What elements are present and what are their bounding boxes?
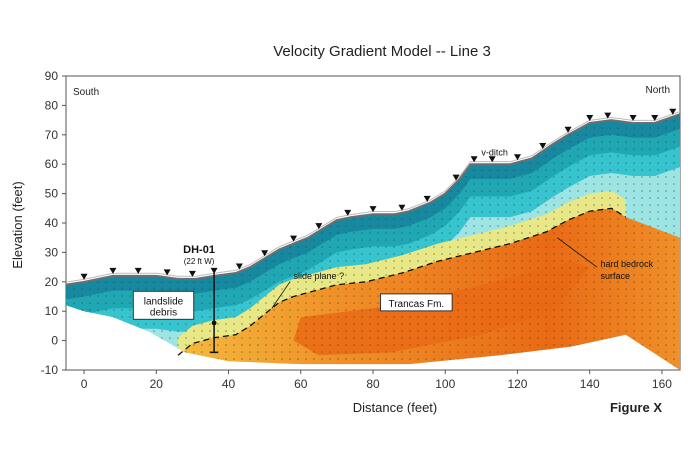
direction-label-south: South [73, 87, 99, 98]
geophone-marker [513, 154, 521, 161]
geophone-marker [669, 108, 677, 115]
y-tick-label: 10 [45, 304, 59, 318]
overlay-layer: DH-01(22 ft W) v-ditch slide plane ? hard b… [66, 108, 680, 356]
geophone-marker [398, 204, 406, 211]
unit-label-text: landslide [144, 296, 184, 307]
borehole-label: DH-01 [183, 244, 215, 256]
y-tick-label: 80 [45, 98, 59, 112]
geophone-marker [470, 156, 478, 163]
geophone-marker [163, 269, 171, 276]
y-tick-label: 50 [45, 187, 59, 201]
figure-label: Figure X [610, 400, 662, 415]
chart-title: Velocity Gradient Model -- Line 3 [273, 43, 491, 60]
y-tick-label: -10 [41, 363, 59, 377]
geophone-marker [488, 156, 496, 163]
axes: 0 20 40 60 80 100 120 140 160 -10 0 10 20 30 40 50 60 70 8… [41, 69, 673, 391]
ground-surface-line [66, 113, 680, 286]
geophone-marker [134, 267, 142, 274]
x-tick-label: 160 [652, 377, 672, 391]
annotation-label: slide plane ? [294, 271, 345, 281]
x-tick-label: 80 [366, 377, 380, 391]
x-tick-label: 40 [222, 377, 236, 391]
unit-label-box [380, 293, 453, 312]
geophone-marker [586, 115, 594, 122]
x-tick-label: 120 [507, 377, 527, 391]
geophone-marker [290, 235, 298, 242]
geophone-marker [629, 115, 637, 122]
geophone-marker [344, 209, 352, 216]
y-tick-label: 0 [51, 334, 58, 348]
unit-label-box [132, 290, 195, 320]
geophone-marker [452, 174, 460, 181]
x-axis-label: Distance (feet) [353, 400, 438, 415]
geophone-marker [188, 270, 196, 277]
geophone-marker [261, 250, 269, 257]
y-tick-label: 70 [45, 128, 59, 142]
slide-plane-line [177, 207, 627, 356]
y-tick-label: 90 [45, 69, 59, 83]
geophone-marker [651, 115, 659, 122]
y-tick-label: 40 [45, 216, 59, 230]
x-tick-label: 60 [294, 377, 308, 391]
y-tick-label: 20 [45, 275, 59, 289]
y-axis-label: Elevation (feet) [10, 181, 25, 268]
y-tick-label: 60 [45, 157, 59, 171]
geophone-marker [80, 273, 88, 280]
geophone-marker [604, 112, 612, 119]
geophone-marker [315, 223, 323, 230]
direction-label-north: North [646, 85, 670, 96]
x-tick-label: 100 [435, 377, 455, 391]
unit-label-text: debris [150, 307, 177, 318]
x-tick-label: 20 [150, 377, 164, 391]
annotation-label: hard bedrock [601, 259, 654, 269]
geophone-marker [564, 126, 572, 133]
geophone-marker [539, 142, 547, 149]
geophone-marker [109, 267, 117, 274]
x-tick-label: 0 [81, 377, 88, 391]
y-tick-label: 30 [45, 245, 59, 259]
annotation-label: v-ditch [481, 147, 508, 157]
geophone-marker [235, 263, 243, 270]
borehole-sample-dot [211, 320, 217, 326]
slide-plane-leader [271, 281, 291, 309]
borehole-sublabel: (22 ft W) [184, 257, 215, 266]
bedrock-leader [556, 237, 598, 268]
geophone-marker [210, 267, 218, 274]
geophone-marker [423, 195, 431, 202]
annotation-label: surface [601, 271, 631, 281]
ground-surface-trace [66, 111, 680, 283]
geophone-marker [369, 206, 377, 213]
x-tick-label: 140 [580, 377, 600, 391]
unit-label-text: Trancas Fm. [388, 299, 444, 310]
